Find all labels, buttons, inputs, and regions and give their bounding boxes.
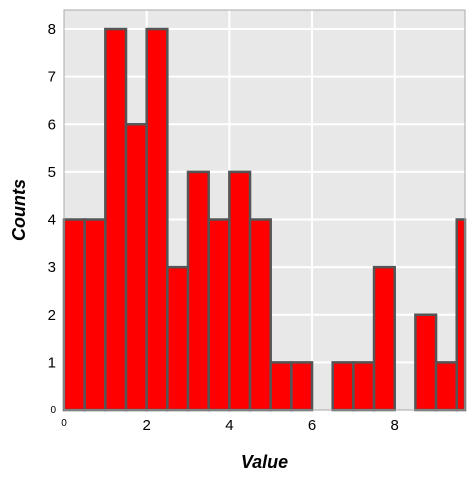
x-tick-label: 4 [225, 417, 233, 434]
y-tick-label: 7 [48, 69, 56, 86]
histogram-bar [331, 361, 355, 412]
x-axis-ticks: 0 2 4 6 8 [61, 417, 399, 434]
histogram-bar [269, 361, 293, 412]
y-axis-label: Counts [9, 179, 29, 241]
y-tick-label: 1 [48, 354, 56, 371]
y-tick-label: 6 [48, 116, 56, 133]
histogram-bar [62, 218, 86, 412]
histogram-bar [104, 27, 128, 412]
x-axis-label: Value [241, 452, 288, 472]
x-tick-label: 2 [143, 417, 151, 434]
y-axis-ticks: 0 1 2 3 4 5 6 7 8 [48, 21, 57, 416]
y-tick-label: 8 [48, 21, 56, 38]
histogram-bar [352, 361, 376, 412]
plot-frame [63, 9, 466, 411]
histogram-bar [228, 170, 252, 412]
histogram-bar [414, 313, 438, 412]
histogram-bar [124, 123, 148, 412]
histogram-bar [434, 361, 458, 412]
histogram-bar [248, 218, 272, 412]
y-tick-label: 3 [48, 259, 56, 276]
x-tick-label: 0 [61, 418, 67, 429]
histogram-bar [166, 265, 190, 412]
histogram-bar [186, 170, 210, 412]
histogram-bar [372, 265, 396, 412]
y-tick-label: 5 [48, 164, 56, 181]
histogram-bar [290, 361, 314, 412]
y-tick-label: 0 [50, 405, 56, 416]
x-tick-label: 6 [308, 417, 316, 434]
x-tick-label: 8 [391, 417, 399, 434]
histogram-bar [207, 218, 231, 412]
histogram-bar [83, 218, 107, 412]
y-tick-label: 2 [48, 307, 56, 324]
histogram-bar [455, 218, 467, 412]
histogram-bar [145, 27, 169, 412]
y-tick-label: 4 [48, 212, 56, 229]
